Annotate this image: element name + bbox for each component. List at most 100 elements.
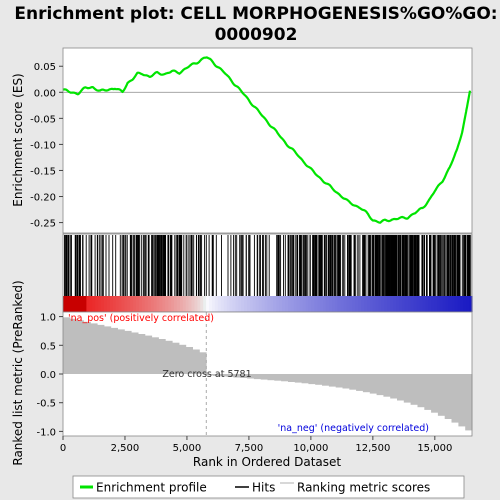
rank-color-strip — [331, 296, 336, 312]
rank-color-strip — [293, 296, 298, 312]
rank-color-strip — [355, 296, 359, 312]
rank-color-strip — [425, 296, 429, 312]
hits-marks — [64, 235, 472, 296]
metric-bar — [349, 374, 357, 390]
x-axis-label: Rank in Ordered Dataset — [193, 455, 341, 469]
metric-bar — [253, 374, 262, 380]
rank-color-strip — [378, 296, 382, 312]
rank-color-strip — [317, 296, 321, 312]
rank-color-strip — [399, 296, 403, 312]
enrichment-profile-path — [62, 56, 472, 224]
es-y-tick-label: 0.05 — [34, 62, 56, 73]
es-y-tick-label: -0.15 — [30, 166, 56, 177]
rank-color-strip — [147, 296, 152, 312]
rank-color-strip — [469, 296, 473, 312]
metric-bar — [328, 374, 337, 387]
metric-bar — [97, 324, 105, 374]
rank-color-strip — [416, 296, 420, 312]
chart-title-line-2: 0000902 — [215, 25, 298, 45]
metric-bar — [356, 374, 364, 391]
rank-color-strip — [305, 296, 309, 312]
metric-bar — [383, 374, 391, 397]
metric-y-tick-label: -1.0 — [36, 427, 56, 438]
rank-color-strip — [159, 296, 163, 312]
rank-color-strip — [445, 296, 450, 312]
rank-color-strip — [413, 296, 418, 312]
metric-bar — [451, 374, 459, 423]
rank-color-strip — [217, 296, 222, 312]
rank-color-strip — [384, 296, 388, 312]
zero-cross-label: Zero cross at 5781 — [162, 369, 251, 380]
rank-color-strip — [436, 296, 441, 312]
rank-color-strip — [442, 296, 447, 312]
metric-bar — [362, 374, 371, 393]
rank-color-strip — [270, 296, 274, 312]
rank-color-strip — [212, 296, 216, 312]
rank-color-strip — [63, 296, 67, 312]
rank-color-strip — [428, 296, 432, 312]
rank-color-strip — [118, 296, 122, 312]
rank-color-strip — [74, 296, 79, 312]
rank-color-strip — [290, 296, 295, 312]
metric-bar — [274, 374, 282, 381]
metric-bar — [138, 334, 146, 374]
rank-color-strip — [133, 296, 137, 312]
rank-color-strip — [250, 296, 254, 312]
rank-color-strip — [334, 296, 339, 312]
rank-color-strip — [460, 296, 464, 312]
rank-color-strip — [71, 296, 76, 312]
rank-color-strip — [299, 296, 304, 312]
rank-color-strip — [448, 296, 453, 312]
rank-color-strip — [174, 296, 178, 312]
es-panel-background — [63, 48, 472, 233]
rank-color-strip — [136, 296, 140, 312]
rank-color-strip — [206, 296, 210, 312]
rank-color-strip — [285, 296, 289, 312]
metric-bar — [226, 374, 234, 377]
rank-color-strip — [372, 296, 377, 312]
legend-enrichment-label: Enrichment profile — [96, 481, 207, 495]
rank-color-strip — [454, 296, 458, 312]
metric-bar — [288, 374, 296, 382]
metric-bar — [431, 374, 439, 413]
rank-color-strip — [358, 296, 362, 312]
rank-color-strip — [244, 296, 248, 312]
rank-color-strip — [232, 296, 236, 312]
rank-color-strip — [171, 296, 175, 312]
rank-color-strip — [226, 296, 231, 312]
rank-color-strip — [296, 296, 301, 312]
metric-bar — [131, 332, 139, 374]
rank-color-strip — [276, 296, 280, 312]
rank-color-strip — [439, 296, 444, 312]
rank-color-strip — [127, 296, 131, 312]
rank-color-strip — [86, 296, 90, 312]
es-y-tick-label: 0.00 — [34, 88, 56, 99]
metric-bar — [103, 326, 112, 374]
rank-color-strip — [346, 296, 350, 312]
rank-color-strip — [162, 296, 166, 312]
rank-color-strip — [279, 296, 283, 312]
rank-color-strip — [112, 296, 117, 312]
metric-bar — [219, 374, 228, 377]
x-tick-label: 2,500 — [111, 443, 140, 454]
rank-color-strip — [463, 296, 467, 312]
rank-color-strip — [197, 296, 201, 312]
rank-color-strip — [124, 296, 128, 312]
rank-color-strip — [247, 296, 251, 312]
rank-color-strip — [200, 296, 204, 312]
x-tick-label: 15,000 — [417, 443, 452, 454]
rank-color-strip — [308, 296, 312, 312]
metric-bar — [199, 352, 207, 374]
rank-color-strip — [325, 296, 330, 312]
rank-color-strip — [191, 296, 195, 312]
metric-bar — [83, 321, 91, 374]
rank-color-strip — [235, 296, 239, 312]
rank-color-strip — [220, 296, 225, 312]
rank-color-strip — [369, 296, 374, 312]
metric-bar — [240, 374, 248, 378]
metric-bar — [267, 374, 275, 381]
metric-y-tick-label: 1.0 — [40, 313, 56, 324]
enrichment-profile-line — [62, 56, 472, 224]
metric-bar — [192, 349, 200, 374]
metric-bar — [465, 374, 473, 431]
